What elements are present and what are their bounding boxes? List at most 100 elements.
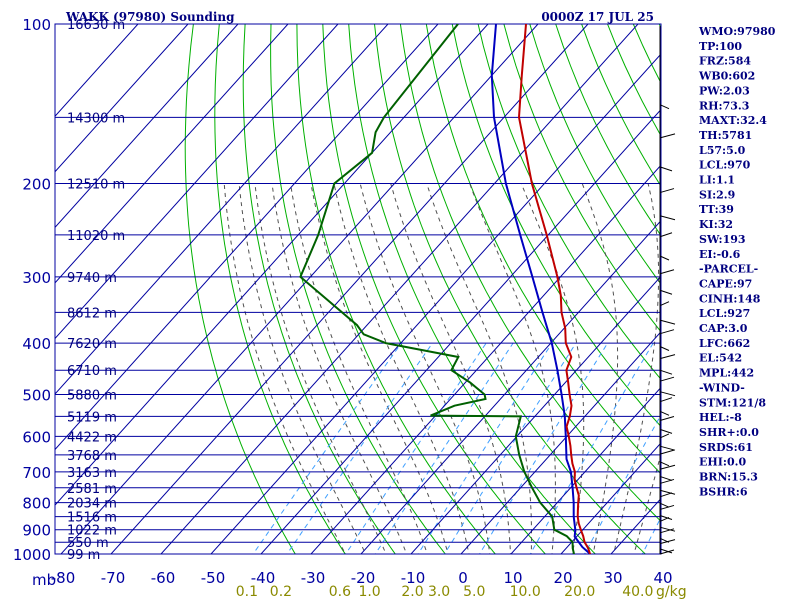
mixing-ratio-lines <box>252 342 661 554</box>
mixing-ratio-line <box>529 342 654 554</box>
dry-adiabat-line <box>374 24 647 554</box>
index-item: LCL:927 <box>699 307 750 320</box>
isotherm-line <box>310 164 661 554</box>
dry-adiabat-line <box>184 24 296 554</box>
index-item: EHI:0.0 <box>699 456 746 469</box>
moist-adiabat-line <box>359 183 491 554</box>
wind-barb <box>659 537 670 543</box>
index-item: SI:2.9 <box>699 188 735 201</box>
wind-barb <box>659 489 676 495</box>
pressure-axis-labels: 100 200 300 400 500 600 700 800 900 1000 <box>13 16 51 564</box>
height-label: 1516 m <box>67 511 117 526</box>
isotherm-line <box>210 53 661 554</box>
isotherm-line <box>60 24 539 554</box>
mixing-ratio-line <box>584 414 661 554</box>
mixing-ratio-label: 0.1 <box>236 584 258 600</box>
temperature-tick-label: -60 <box>151 569 176 587</box>
dry-adiabats <box>184 24 661 554</box>
temperature-tick-label: -20 <box>351 569 376 587</box>
mixing-ratio-label: 3.0 <box>428 584 450 600</box>
height-label: 7620 m <box>67 337 117 352</box>
mixing-ratio-label: 5.0 <box>463 584 485 600</box>
index-item: TT:39 <box>699 203 734 216</box>
wind-barb <box>659 416 675 422</box>
wind-barb <box>659 515 673 520</box>
dry-adiabat-line <box>529 24 661 285</box>
wind-barb <box>659 548 673 554</box>
pressure-tick-label: 300 <box>22 269 51 287</box>
mixing-ratio-line <box>417 342 553 554</box>
wind-barb <box>659 354 676 360</box>
isotherm-line <box>55 24 489 506</box>
isotherm-line <box>160 24 639 554</box>
pressure-tick-label: 800 <box>22 495 51 513</box>
height-label: 12510 m <box>67 178 125 193</box>
index-item: MPL:442 <box>699 367 754 380</box>
index-item: CINH:148 <box>699 292 761 305</box>
height-label: 3768 m <box>67 449 117 464</box>
dry-adiabat-line <box>270 24 446 554</box>
moist-adiabat-line <box>581 183 619 554</box>
mixing-ratio-label: 20.0 <box>564 584 595 600</box>
pressure-tick-label: 1000 <box>13 546 51 564</box>
pressure-tick-label: 400 <box>22 335 51 353</box>
mixing-ratio-labels: 0.1 0.2 0.6 1.0 2.0 3.0 5.0 10.0 20.0 40.0 <box>236 584 654 600</box>
dry-adiabat-line <box>348 24 596 554</box>
wind-barb <box>659 289 673 295</box>
chart-title: WAKK (97980) Sounding <box>65 10 235 24</box>
mixing-ratio-line <box>641 516 661 554</box>
wind-barb <box>659 464 676 470</box>
index-item: SRDS:61 <box>699 441 753 454</box>
isotherm-line <box>410 275 661 554</box>
isotherm-line <box>560 442 661 554</box>
pressure-tick-label: 100 <box>22 16 51 34</box>
wind-barb <box>659 232 673 238</box>
isotherm-line <box>55 24 189 173</box>
index-item: HEL:-8 <box>699 411 742 424</box>
height-label: 550 m <box>67 536 109 551</box>
index-item: KI:32 <box>699 218 733 231</box>
wind-barb <box>659 255 670 261</box>
index-item: BRN:15.3 <box>699 471 758 484</box>
wind-barb <box>659 528 675 534</box>
wind-barb <box>659 502 670 508</box>
moist-adiabat-line <box>469 183 556 554</box>
mixing-ratio-label: 40.0 <box>622 584 653 600</box>
isotherm-line <box>260 108 661 554</box>
temperature-tick-label: 20 <box>553 569 572 587</box>
temperature-trace <box>517 24 592 554</box>
wind-barb <box>659 391 676 397</box>
wind-barb <box>659 329 675 335</box>
isotherm-line <box>360 219 661 554</box>
wind-barb <box>659 133 676 139</box>
wind-profile <box>659 26 676 555</box>
height-labels: 16630 m 14300 m 12510 m 11020 m 9740 m 8612 m… <box>67 18 125 563</box>
height-label: 2581 m <box>67 482 117 497</box>
moist-adiabat-line <box>613 183 660 554</box>
dry-adiabat-line <box>296 24 496 554</box>
index-item: WMO:97980 <box>698 25 776 38</box>
moist-adiabat-line <box>633 451 661 554</box>
index-item: MAXT:32.4 <box>699 114 767 127</box>
mixing-ratio-label: 2.0 <box>401 584 423 600</box>
index-item: -WIND- <box>699 381 745 394</box>
dry-adiabat-line <box>425 24 661 475</box>
wind-barb <box>659 369 673 375</box>
height-label: 14300 m <box>67 111 125 126</box>
temperature-tick-label: -40 <box>251 569 276 587</box>
index-item: PW:2.03 <box>699 84 750 97</box>
isotherm-line <box>460 331 661 554</box>
wind-barb <box>659 526 676 532</box>
index-item: BSHR:6 <box>699 485 748 498</box>
pressure-tick-label: 600 <box>22 428 51 446</box>
moist-adiabat-line <box>390 183 511 554</box>
mixing-ratio-label: 10.0 <box>510 584 541 600</box>
wind-barb <box>659 188 675 194</box>
chart-datetime: 0000Z 17 JUL 25 <box>541 10 654 24</box>
index-item: LCL:970 <box>699 159 751 172</box>
mixing-ratio-line <box>479 342 609 554</box>
mixing-ratio-line <box>286 342 433 554</box>
moist-adiabat-line <box>310 183 449 554</box>
index-item: EL:542 <box>699 352 742 365</box>
